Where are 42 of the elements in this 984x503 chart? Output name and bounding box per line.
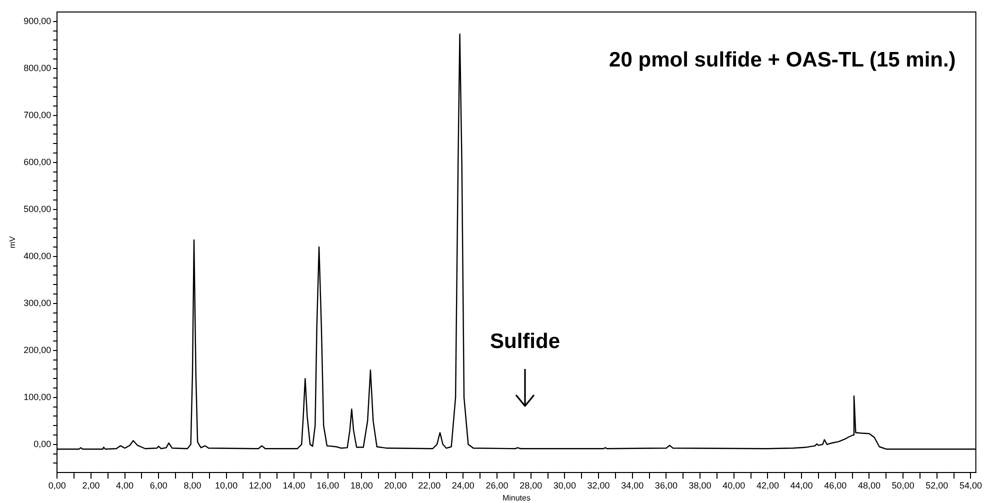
x-tick-label: 20,00: [384, 480, 407, 490]
x-tick-label: 4,00: [116, 480, 134, 490]
y-tick-label: 900,00: [24, 16, 52, 26]
x-tick-label: 10,00: [215, 480, 238, 490]
x-tick-label: 50,00: [892, 480, 914, 490]
y-tick-label: 100,00: [24, 392, 52, 402]
y-tick-label: 400,00: [24, 250, 52, 261]
x-tick-label: 22,00: [418, 480, 441, 490]
x-tick-label: 18,00: [350, 480, 373, 490]
x-tick-label: 52,00: [926, 480, 948, 490]
x-tick-label: 2,00: [82, 480, 100, 490]
y-tick-label: 700,00: [24, 110, 52, 120]
y-axis-title: mV: [8, 236, 18, 248]
x-tick-label: 40,00: [722, 480, 746, 490]
y-tick-label: 600,00: [24, 156, 52, 167]
y-tick-label: 200,00: [24, 344, 52, 355]
annotation: Sulfide: [490, 330, 560, 354]
x-tick-label: 38,00: [688, 480, 712, 490]
x-tick-label: 42,00: [756, 480, 779, 490]
x-tick-label: 12,00: [248, 480, 272, 490]
text: 20 pmol sulfide + OAS-TL (15 min.): [609, 48, 956, 72]
x-tick-label: 0,00: [48, 480, 66, 490]
x-tick-label: 8,00: [184, 480, 202, 490]
x-tick-label: 26,00: [486, 480, 508, 490]
x-axis-title: Minutes: [502, 493, 530, 502]
x-tick-label: 32,00: [587, 480, 610, 490]
x-tick-label: 48,00: [858, 480, 880, 490]
x-tick-label: 30,00: [553, 480, 576, 490]
x-tick-label: 36,00: [654, 480, 678, 490]
x-tick-label: 16,00: [316, 480, 340, 490]
y-tick-label: 300,00: [24, 298, 52, 308]
x-tick-label: 24,00: [452, 480, 474, 490]
y-tick-label: 800,00: [24, 62, 52, 73]
x-tick-label: 28,00: [520, 480, 542, 490]
x-tick-label: 46,00: [824, 480, 847, 490]
x-tick-label: 14,00: [282, 480, 306, 490]
y-tick-label: 0,00: [34, 438, 52, 449]
x-tick-label: 6,00: [150, 480, 168, 490]
y-tick-label: 500,00: [24, 204, 52, 214]
x-tick-label: 54,00: [959, 480, 982, 490]
x-tick-label: 44,00: [790, 480, 813, 490]
x-tick-label: 34,00: [621, 480, 644, 490]
